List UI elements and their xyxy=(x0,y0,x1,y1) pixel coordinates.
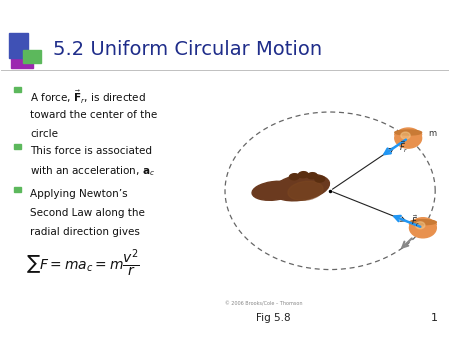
Bar xyxy=(14,87,21,92)
Ellipse shape xyxy=(315,176,325,182)
Text: with an acceleration, $\mathbf{a}_c$: with an acceleration, $\mathbf{a}_c$ xyxy=(31,165,156,178)
Text: Fig 5.8: Fig 5.8 xyxy=(256,313,291,323)
Text: 1: 1 xyxy=(431,313,437,323)
Ellipse shape xyxy=(410,220,436,225)
Text: This force is associated: This force is associated xyxy=(31,146,153,155)
Text: m: m xyxy=(428,128,436,138)
Text: toward the center of the: toward the center of the xyxy=(31,110,158,120)
Circle shape xyxy=(395,128,422,148)
Circle shape xyxy=(415,222,425,229)
Text: $\vec{F}_r$: $\vec{F}_r$ xyxy=(400,140,409,155)
Bar xyxy=(9,33,28,58)
Ellipse shape xyxy=(395,132,422,137)
Ellipse shape xyxy=(289,174,299,180)
Ellipse shape xyxy=(252,181,296,200)
Circle shape xyxy=(410,218,436,238)
Text: Second Law along the: Second Law along the xyxy=(31,208,145,218)
Text: radial direction gives: radial direction gives xyxy=(31,227,140,237)
Text: 5.2 Uniform Circular Motion: 5.2 Uniform Circular Motion xyxy=(53,41,322,59)
Bar xyxy=(23,50,41,64)
Text: $\vec{F}_r$: $\vec{F}_r$ xyxy=(411,213,421,229)
Ellipse shape xyxy=(298,172,308,178)
Circle shape xyxy=(401,132,410,139)
Text: Applying Newton’s: Applying Newton’s xyxy=(31,189,128,199)
Text: $\sum F = ma_c = m\dfrac{v^2}{r}$: $\sum F = ma_c = m\dfrac{v^2}{r}$ xyxy=(26,247,140,279)
Ellipse shape xyxy=(395,130,422,135)
Bar xyxy=(11,52,33,68)
Bar xyxy=(14,144,21,149)
Text: circle: circle xyxy=(31,129,58,139)
Text: © 2006 Brooks/Cole – Thomson: © 2006 Brooks/Cole – Thomson xyxy=(225,301,302,307)
Ellipse shape xyxy=(410,221,436,227)
Ellipse shape xyxy=(288,181,323,200)
Ellipse shape xyxy=(273,174,329,201)
Bar xyxy=(14,187,21,192)
Ellipse shape xyxy=(307,173,317,179)
Text: A force, $\vec{\mathbf{F}}_r$, is directed: A force, $\vec{\mathbf{F}}_r$, is direct… xyxy=(31,89,146,106)
